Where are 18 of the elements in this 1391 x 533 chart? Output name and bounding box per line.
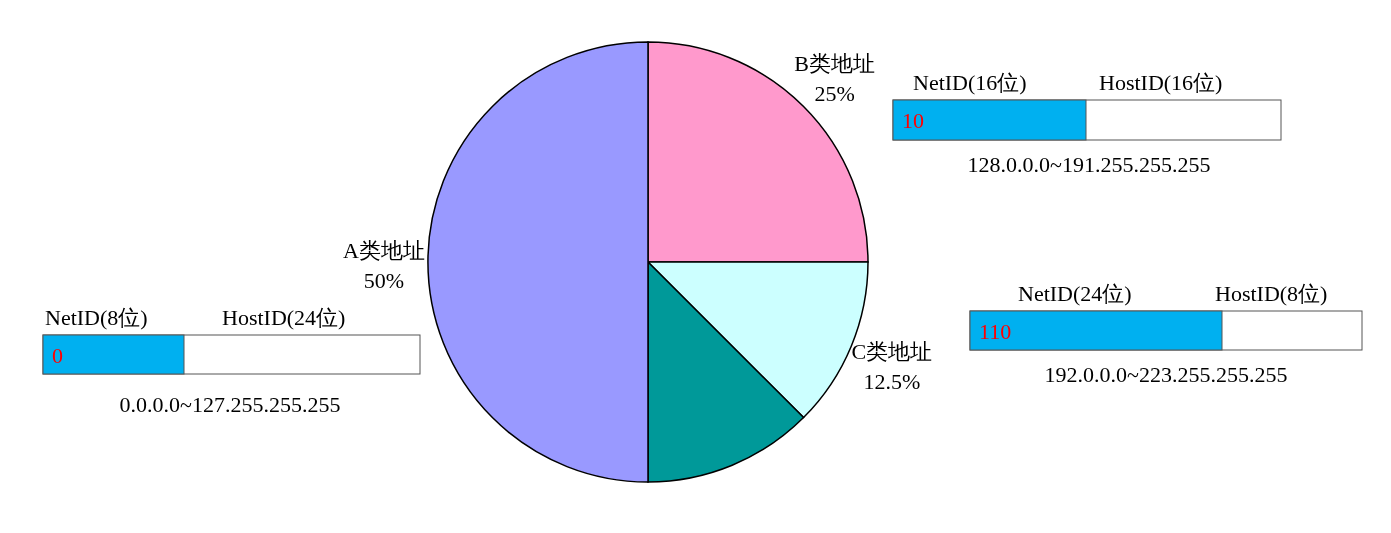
text: NetID(8位) — [45, 305, 148, 330]
data-label: 25% — [814, 81, 855, 107]
data-label: 12.5% — [863, 369, 921, 395]
text: 192.0.0.0~223.255.255.255 — [1044, 362, 1288, 387]
text: 128.0.0.0~191.255.255.255 — [967, 152, 1211, 177]
data-label: 50% — [363, 268, 405, 293]
slice-label: A类地址 — [343, 238, 425, 263]
text: 0 — [52, 342, 63, 368]
text: HostID(8位) — [1215, 281, 1328, 306]
text: 0.0.0.0~127.255.255.255 — [119, 392, 341, 417]
text: 110 — [979, 318, 1012, 344]
text: NetID(16位) — [913, 70, 1027, 95]
text: 10 — [902, 108, 924, 133]
slice-label: C类地址 — [851, 339, 933, 365]
text: HostID(16位) — [1099, 70, 1223, 95]
text: NetID(24位) — [1018, 281, 1132, 306]
text: HostID(24位) — [222, 305, 346, 330]
slice-label: B类地址 — [794, 51, 876, 77]
